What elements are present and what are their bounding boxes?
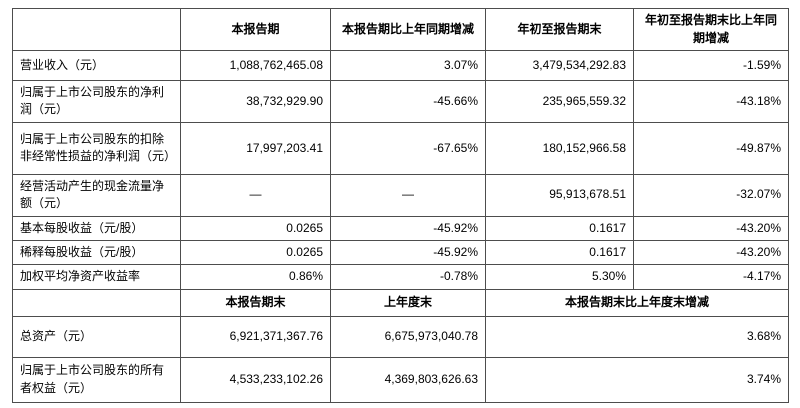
header-cell-yoy-change: 本报告期比上年同期增减 bbox=[330, 8, 486, 51]
value-cell: -45.66% bbox=[330, 80, 486, 123]
value-cell: 5.30% bbox=[485, 264, 634, 290]
table-row-diluted-eps: 稀释每股收益（元/股） 0.0265 -45.92% 0.1617 -43.20… bbox=[12, 239, 789, 266]
value-cell: 1,088,762,465.08 bbox=[180, 50, 331, 81]
value-cell: 3.74% bbox=[485, 356, 789, 403]
table-row-net-profit: 归属于上市公司股东的净利润（元） 38,732,929.90 -45.66% 2… bbox=[12, 80, 789, 123]
row-label: 总资产（元） bbox=[12, 315, 181, 358]
value-cell: 6,921,371,367.76 bbox=[180, 315, 331, 358]
financial-summary-table: 本报告期 本报告期比上年同期增减 年初至报告期末 年初至报告期末比上年同期增减 … bbox=[12, 8, 789, 403]
value-cell: -45.92% bbox=[330, 239, 486, 266]
value-cell: 0.1617 bbox=[485, 215, 634, 241]
value-cell: 0.0265 bbox=[180, 215, 331, 241]
value-cell: 0.1617 bbox=[485, 239, 634, 266]
row-label: 归属于上市公司股东的扣除非经常性损益的净利润（元） bbox=[12, 121, 181, 175]
value-cell: 3.68% bbox=[485, 315, 789, 358]
section1-header-row: 本报告期 本报告期比上年同期增减 年初至报告期末 年初至报告期末比上年同期增减 bbox=[12, 8, 789, 51]
value-cell: — bbox=[330, 173, 486, 217]
value-cell: -4.17% bbox=[633, 264, 789, 290]
header-cell-prior-year-end: 上年度末 bbox=[330, 288, 486, 317]
header-cell-change-vs-prior-year-end: 本报告期末比上年度末增减 bbox=[485, 288, 789, 317]
table-row-basic-eps: 基本每股收益（元/股） 0.0265 -45.92% 0.1617 -43.20… bbox=[12, 215, 789, 241]
value-cell: 0.0265 bbox=[180, 239, 331, 266]
value-cell: -0.78% bbox=[330, 264, 486, 290]
value-cell: -45.92% bbox=[330, 215, 486, 241]
section2-header-row: 本报告期末 上年度末 本报告期末比上年度末增减 bbox=[12, 288, 789, 317]
value-cell: 180,152,966.58 bbox=[485, 121, 634, 175]
value-cell: 4,369,803,626.63 bbox=[330, 356, 486, 403]
value-cell: -43.20% bbox=[633, 239, 789, 266]
row-label: 加权平均净资产收益率 bbox=[12, 264, 181, 290]
row-label: 归属于上市公司股东的净利润（元） bbox=[12, 80, 181, 123]
table-row-operating-cash-flow: 经营活动产生的现金流量净额（元） — — 95,913,678.51 -32.0… bbox=[12, 173, 789, 217]
header-cell-period-end: 本报告期末 bbox=[180, 288, 331, 317]
value-cell: — bbox=[180, 173, 331, 217]
value-cell: -67.65% bbox=[330, 121, 486, 175]
row-label: 经营活动产生的现金流量净额（元） bbox=[12, 173, 181, 217]
table-row-total-assets: 总资产（元） 6,921,371,367.76 6,675,973,040.78… bbox=[12, 315, 789, 358]
table-row-weighted-roe: 加权平均净资产收益率 0.86% -0.78% 5.30% -4.17% bbox=[12, 264, 789, 290]
value-cell: 95,913,678.51 bbox=[485, 173, 634, 217]
table-row-net-profit-excl-nonrecurring: 归属于上市公司股东的扣除非经常性损益的净利润（元） 17,997,203.41 … bbox=[12, 121, 789, 175]
value-cell: 3,479,534,292.83 bbox=[485, 50, 634, 81]
row-label: 营业收入（元） bbox=[12, 50, 181, 81]
value-cell: 6,675,973,040.78 bbox=[330, 315, 486, 358]
table-row-owners-equity: 归属于上市公司股东的所有者权益（元） 4,533,233,102.26 4,36… bbox=[12, 356, 789, 403]
value-cell: -49.87% bbox=[633, 121, 789, 175]
value-cell: 17,997,203.41 bbox=[180, 121, 331, 175]
header-cell-ytd: 年初至报告期末 bbox=[485, 8, 634, 51]
table-row-revenue: 营业收入（元） 1,088,762,465.08 3.07% 3,479,534… bbox=[12, 50, 789, 81]
row-label: 稀释每股收益（元/股） bbox=[12, 239, 181, 266]
value-cell: -43.20% bbox=[633, 215, 789, 241]
value-cell: 0.86% bbox=[180, 264, 331, 290]
value-cell: 4,533,233,102.26 bbox=[180, 356, 331, 403]
value-cell: -43.18% bbox=[633, 80, 789, 123]
header-cell-current-period: 本报告期 bbox=[180, 8, 331, 51]
value-cell: 3.07% bbox=[330, 50, 486, 81]
corner-cell bbox=[12, 8, 181, 51]
value-cell: 38,732,929.90 bbox=[180, 80, 331, 123]
value-cell: -1.59% bbox=[633, 50, 789, 81]
value-cell: -32.07% bbox=[633, 173, 789, 217]
header-cell-ytd-yoy-change: 年初至报告期末比上年同期增减 bbox=[633, 8, 789, 51]
row-label: 基本每股收益（元/股） bbox=[12, 215, 181, 241]
row-label: 归属于上市公司股东的所有者权益（元） bbox=[12, 356, 181, 403]
corner-cell bbox=[12, 288, 181, 317]
value-cell: 235,965,559.32 bbox=[485, 80, 634, 123]
